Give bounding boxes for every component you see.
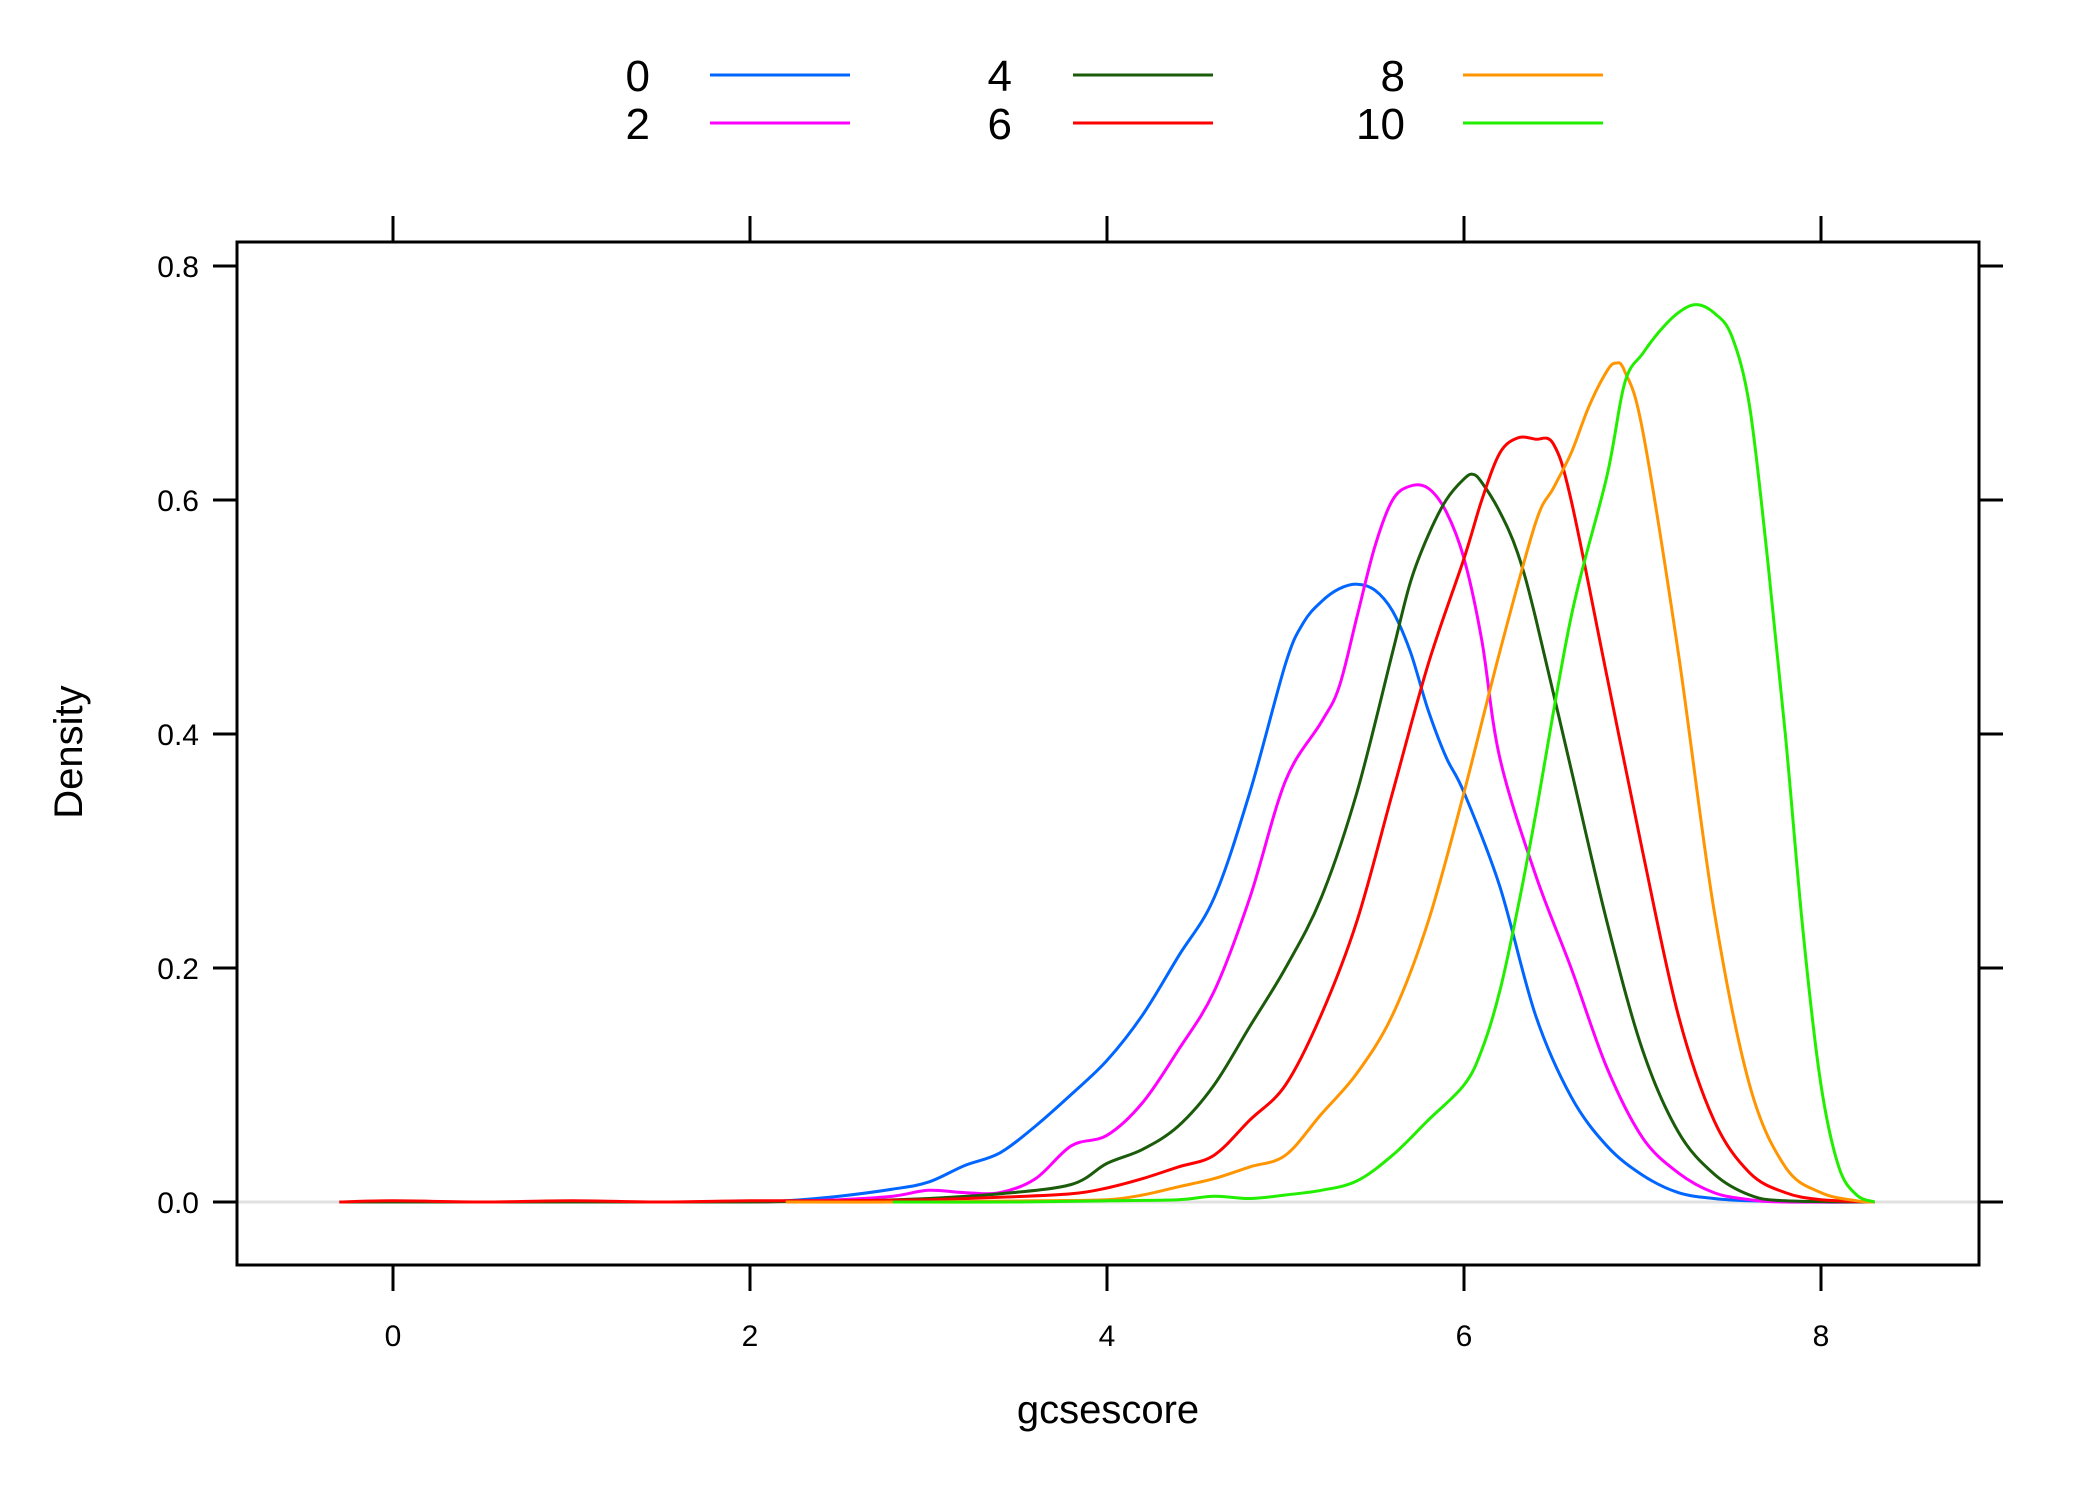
legend-item-0: 0 bbox=[626, 52, 850, 101]
plot-area bbox=[237, 303, 1979, 1204]
density-curve-8 bbox=[785, 361, 1875, 1204]
density-curve-6 bbox=[339, 435, 1875, 1204]
legend-label: 8 bbox=[1381, 52, 1405, 101]
plot-frame bbox=[235, 240, 1981, 1267]
y-tick-label: 0.6 bbox=[157, 485, 199, 518]
legend: 02 46 810 bbox=[626, 52, 1603, 149]
x-tick-label: 0 bbox=[385, 1320, 402, 1353]
density-curve-0 bbox=[339, 582, 1875, 1204]
y-tick-label: 0.0 bbox=[157, 1187, 199, 1220]
legend-item-10: 10 bbox=[1356, 100, 1603, 149]
legend-label: 0 bbox=[626, 52, 650, 101]
y-tick-label: 0.4 bbox=[157, 719, 199, 752]
legend-label: 2 bbox=[626, 100, 650, 149]
legend-label: 4 bbox=[988, 52, 1012, 101]
legend-item-4: 4 bbox=[988, 52, 1213, 101]
y-tick-label: 0.2 bbox=[157, 953, 199, 986]
legend-item-2: 2 bbox=[626, 100, 850, 149]
density-curve-4 bbox=[339, 472, 1875, 1204]
y-axis-title: Density bbox=[47, 685, 91, 818]
y-tick-label: 0.8 bbox=[157, 251, 199, 284]
axes: 0 2 4 6 8 0.0 0.2 0.4 0.6 0.8 bbox=[157, 216, 2003, 1353]
legend-label: 10 bbox=[1356, 100, 1405, 149]
density-curve-2 bbox=[339, 483, 1875, 1204]
legend-label: 6 bbox=[988, 100, 1012, 149]
x-axis-title: gcsescore bbox=[1017, 1388, 1199, 1432]
density-curve-10 bbox=[892, 303, 1876, 1204]
x-tick-label: 6 bbox=[1456, 1320, 1473, 1353]
x-tick-label: 8 bbox=[1813, 1320, 1830, 1353]
x-tick-label: 2 bbox=[742, 1320, 759, 1353]
x-tick-label: 4 bbox=[1099, 1320, 1116, 1353]
legend-item-8: 8 bbox=[1381, 52, 1603, 101]
legend-item-6: 6 bbox=[988, 100, 1213, 149]
